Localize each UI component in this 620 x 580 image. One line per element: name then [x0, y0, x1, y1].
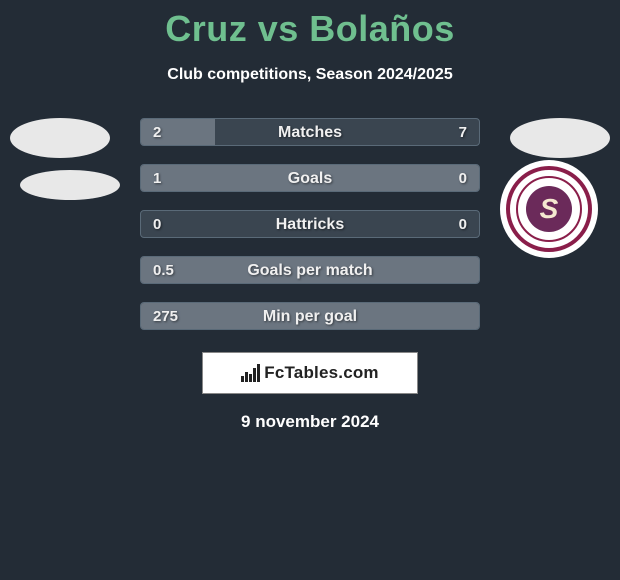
stat-label: Min per goal — [141, 303, 479, 330]
club-badge-inner: S — [506, 166, 592, 252]
date-text: 9 november 2024 — [0, 412, 620, 432]
subtitle: Club competitions, Season 2024/2025 — [0, 66, 620, 84]
right-badge-placeholder — [510, 118, 610, 158]
club-badge: S — [500, 160, 598, 258]
stat-label: Matches — [141, 119, 479, 146]
stats-container: 2 Matches 7 1 Goals 0 0 Hattricks 0 0.5 … — [140, 118, 480, 348]
stat-value-right: 0 — [459, 165, 467, 192]
stat-row-min-per-goal: 275 Min per goal — [140, 302, 480, 330]
stat-label: Goals per match — [141, 257, 479, 284]
stat-row-hattricks: 0 Hattricks 0 — [140, 210, 480, 238]
stat-row-goals-per-match: 0.5 Goals per match — [140, 256, 480, 284]
brand-text: FcTables.com — [264, 363, 379, 383]
left-badge-placeholder-2 — [20, 170, 120, 200]
page-title: Cruz vs Bolaños — [0, 0, 620, 50]
bars-chart-icon — [241, 364, 260, 382]
club-badge-ring — [516, 176, 582, 242]
stat-value-right: 0 — [459, 211, 467, 238]
left-badge-placeholder-1 — [10, 118, 110, 158]
stat-label: Hattricks — [141, 211, 479, 238]
stat-row-goals: 1 Goals 0 — [140, 164, 480, 192]
brand-box[interactable]: FcTables.com — [202, 352, 418, 394]
stat-value-right: 7 — [459, 119, 467, 146]
stat-label: Goals — [141, 165, 479, 192]
stat-row-matches: 2 Matches 7 — [140, 118, 480, 146]
